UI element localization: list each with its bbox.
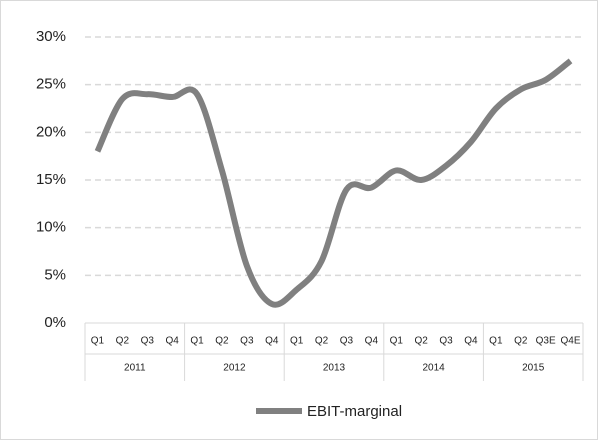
group-label: 2015 — [522, 363, 545, 374]
y-tick-label: 10% — [36, 219, 66, 236]
y-tick-label: 0% — [44, 314, 66, 331]
group-label: 2012 — [223, 363, 246, 374]
group-label: 2013 — [323, 363, 346, 374]
x-tick-label: Q1 — [290, 336, 304, 347]
x-tick-label: Q1 — [390, 336, 404, 347]
x-tick-label: Q2 — [215, 336, 229, 347]
y-tick-label: 20% — [36, 123, 66, 140]
x-tick-label: Q2 — [315, 336, 329, 347]
x-tick-label: Q2 — [116, 336, 130, 347]
x-tick-label: Q4 — [165, 336, 179, 347]
y-tick-label: 5% — [44, 266, 66, 283]
x-tick-label: Q4 — [265, 336, 279, 347]
y-tick-label: 30% — [36, 28, 66, 45]
x-tick-label: Q3 — [240, 336, 254, 347]
legend-label: EBIT-marginal — [307, 403, 402, 420]
x-tick-label: Q2 — [414, 336, 428, 347]
x-tick-label: Q4E — [561, 336, 581, 347]
x-tick-label: Q3 — [141, 336, 155, 347]
x-tick-label: Q2 — [514, 336, 528, 347]
x-tick-label: Q4 — [365, 336, 379, 347]
x-tick-label: Q3E — [536, 336, 556, 347]
x-tick-label: Q3 — [340, 336, 354, 347]
y-tick-label: 25% — [36, 76, 66, 93]
x-tick-label: Q1 — [190, 336, 204, 347]
group-label: 2011 — [124, 363, 146, 374]
line-series — [94, 58, 573, 308]
y-tick-label: 15% — [36, 171, 66, 188]
x-tick-label: Q1 — [489, 336, 503, 347]
group-label: 2014 — [422, 363, 445, 374]
x-tick-label: Q4 — [464, 336, 478, 347]
x-tick-label: Q3 — [439, 336, 453, 347]
x-tick-label: Q1 — [91, 336, 105, 347]
